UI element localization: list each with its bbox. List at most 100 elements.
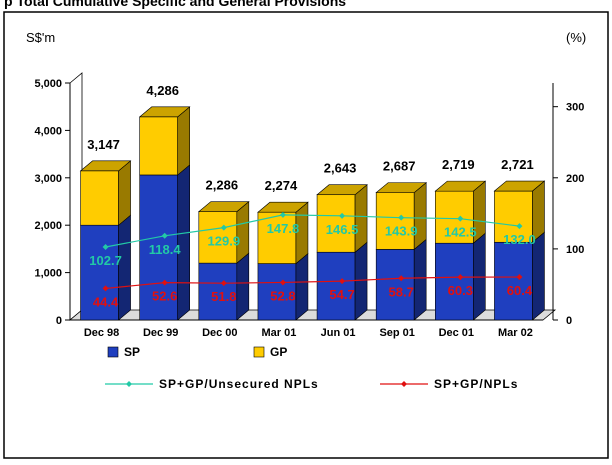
y-left-tick-label: 4,000: [34, 125, 62, 137]
line-point: [220, 280, 227, 287]
y-right-tick-label: 100: [566, 244, 584, 256]
bar-sp-side: [413, 238, 427, 321]
line-point: [398, 214, 405, 221]
bar-gp-front: [80, 170, 119, 226]
bar-sp-front: [257, 263, 297, 321]
legend-label-gp: GP: [270, 345, 287, 359]
bar-gp-top: [375, 182, 428, 193]
line-point: [339, 278, 346, 285]
line-value-label: 146.5: [326, 222, 359, 237]
legend-swatch-sp: [107, 346, 119, 358]
bar-sp-front: [316, 251, 356, 321]
x-tick-label: Mar 02: [498, 327, 533, 339]
bar-gp-front: [316, 194, 356, 253]
bar-gp-side: [118, 160, 131, 226]
bar-gp-top: [316, 184, 368, 196]
line-value-label: 44.4: [93, 294, 119, 309]
line-value-label: 52.8: [270, 288, 295, 303]
bar-sp-front: [375, 249, 415, 321]
bar-gp-front: [139, 116, 178, 176]
y-left-tick-label: 5,000: [34, 78, 62, 90]
bar-gp-top: [79, 160, 132, 172]
total-label: 2,719: [442, 157, 475, 172]
bar-gp-front: [375, 192, 415, 250]
y-left-tick-label: 0: [56, 315, 62, 327]
line-point: [279, 211, 286, 218]
y-left-tick-label: 3,000: [34, 173, 62, 185]
legend-marker-npls: [401, 381, 407, 387]
line-value-label: 58.7: [389, 284, 414, 299]
line-point: [161, 232, 168, 239]
y-right-tick-label: 200: [566, 173, 584, 185]
line-value-label: 129.9: [208, 234, 241, 249]
legend-marker-unsecured: [126, 381, 132, 387]
bar-gp-front: [198, 211, 238, 264]
bar-gp-side: [354, 184, 368, 253]
line-point: [161, 279, 168, 286]
line-series: [105, 214, 520, 248]
line-point: [102, 243, 109, 250]
x-tick-label: Jun 01: [321, 327, 356, 339]
bar-gp-side: [236, 201, 250, 264]
line-value-label: 52.6: [152, 289, 177, 304]
bar-sp-front: [198, 262, 238, 321]
bar-sp-front: [80, 224, 119, 321]
legend: SP GP SP+GP/Unsecured NPLs SP+GP/NPLs: [105, 345, 517, 391]
y-left-tick-label: 2,000: [34, 220, 62, 232]
total-label: 2,286: [206, 178, 239, 193]
bar-sp-front: [494, 241, 533, 321]
y-left-tick-label: 1,000: [34, 268, 62, 280]
y-right-unit: (%): [566, 30, 586, 45]
line-value-label: 102.7: [89, 253, 122, 268]
line-point: [516, 223, 523, 230]
line-value-label: 60.3: [448, 283, 473, 298]
bar-sp-front: [435, 242, 474, 321]
bar-sp-side: [354, 241, 368, 321]
y-right-tick-label: 0: [566, 315, 572, 327]
line-value-label: 142.5: [444, 225, 477, 240]
line-value-label: 60.4: [507, 283, 533, 298]
line-point: [220, 224, 227, 231]
chart-border: [3, 11, 609, 459]
line-value-label: 118.4: [149, 242, 182, 257]
total-label: 2,274: [265, 178, 298, 193]
total-label: 3,147: [87, 137, 120, 152]
line-point: [339, 212, 346, 219]
plot-area: 0 1,000 2,000 3,000 4,000 5,000 0 100 200 300 3,14…: [34, 72, 584, 339]
left-wall: [69, 72, 83, 321]
legend-swatch-gp: [253, 346, 265, 358]
legend-label-unsecured: SP+GP/Unsecured NPLs: [159, 377, 319, 391]
x-tick-label: Dec 99: [143, 327, 178, 339]
total-label: 2,687: [383, 159, 416, 174]
total-label: 4,286: [146, 83, 179, 98]
line-point: [516, 274, 523, 281]
legend-label-sp: SP: [124, 345, 140, 359]
total-label: 2,643: [324, 161, 357, 176]
bar-gp-top: [197, 201, 250, 212]
chart-header: p Total Cumulative Specific and General …: [4, 0, 346, 9]
bar-gp-top: [138, 106, 191, 118]
bar-sp-side: [236, 252, 250, 321]
bar-gp-front: [494, 190, 533, 243]
bar-gp-front: [257, 211, 297, 264]
line-value-label: 147.8: [267, 221, 300, 236]
line-series: [105, 276, 520, 290]
y-left-unit: S$'m: [26, 30, 55, 45]
x-tick-label: Dec 01: [439, 327, 474, 339]
bar-gp-side: [177, 106, 190, 176]
line-point: [398, 275, 405, 282]
line-value-label: 54.7: [329, 287, 354, 302]
y-right-tick-label: 300: [566, 102, 584, 114]
line-point: [102, 285, 109, 292]
line-value-label: 51.8: [211, 289, 236, 304]
bar-gp-front: [435, 190, 474, 244]
line-point: [457, 215, 464, 222]
line-value-label: 143.9: [385, 224, 418, 239]
bar-sp-side: [295, 252, 309, 321]
x-tick-label: Sep 01: [379, 327, 414, 339]
x-tick-label: Dec 98: [84, 327, 119, 339]
x-tick-label: Dec 00: [202, 327, 237, 339]
bar-gp-top: [257, 201, 309, 213]
